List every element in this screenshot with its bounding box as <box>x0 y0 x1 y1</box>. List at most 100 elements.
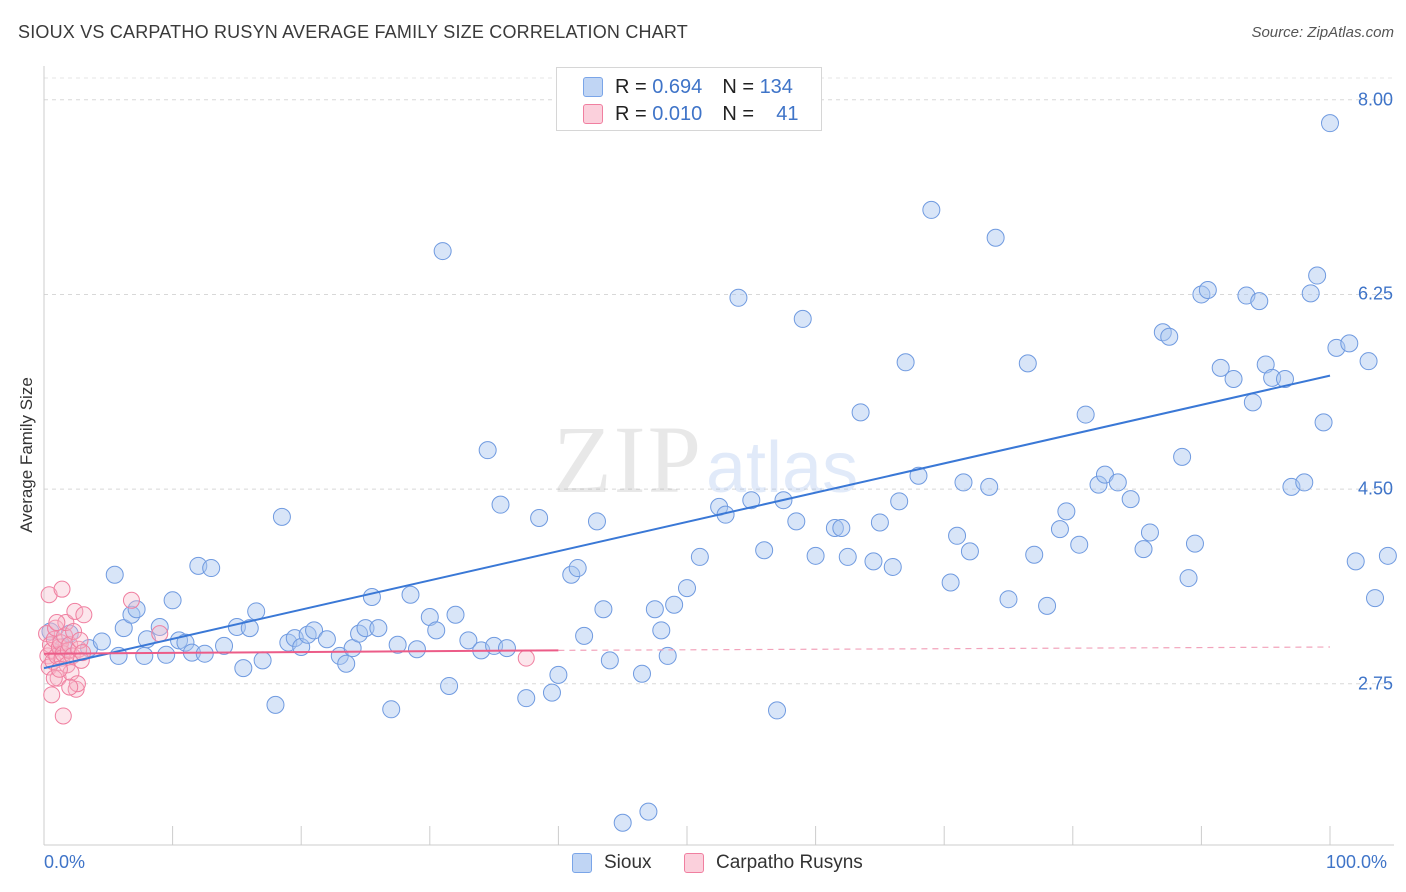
sioux-point <box>600 651 619 670</box>
carpatho-rusyn-point <box>45 669 63 687</box>
carpatho-rusyn-point <box>48 614 66 632</box>
sioux-point <box>1366 589 1385 608</box>
sioux-point <box>787 512 806 531</box>
watermark: ZIP atlas <box>553 406 858 513</box>
sioux-point <box>1340 334 1359 353</box>
sioux-point <box>1243 393 1262 412</box>
sioux-point <box>356 619 375 638</box>
carpatho-rusyn-trend-extension <box>558 646 1331 651</box>
watermark-zip: ZIP <box>553 406 703 513</box>
y-tick-label: 2.75 <box>1357 673 1393 694</box>
sioux-point <box>114 619 133 638</box>
sioux-point <box>247 602 266 621</box>
sioux-point <box>1050 520 1069 539</box>
trend-lines <box>43 374 1331 670</box>
sioux-point <box>407 640 426 659</box>
sioux-point <box>127 600 146 619</box>
sioux-point <box>1198 280 1217 299</box>
sioux-point <box>105 565 124 584</box>
sioux-point <box>1211 358 1230 377</box>
sioux-point <box>1160 327 1179 346</box>
sioux-point <box>1179 569 1198 588</box>
carpatho-rusyn-point <box>67 680 85 698</box>
sioux-points <box>41 114 1397 832</box>
sioux-point <box>497 639 516 658</box>
sioux-point <box>954 473 973 492</box>
carpatho-rusyn-trend-line <box>43 649 559 655</box>
sioux-point <box>652 621 671 640</box>
watermark-atlas: atlas <box>706 428 858 508</box>
bottom-legend-sioux: Sioux <box>572 852 652 874</box>
sioux-point <box>549 665 568 684</box>
legend-n-value-rusyn: 41 <box>776 102 799 125</box>
bottom-legend-swatch-rusyn <box>684 853 704 873</box>
sioux-point <box>1134 540 1153 559</box>
sioux-point <box>1378 546 1397 565</box>
sioux-point <box>1089 475 1108 494</box>
sioux-point <box>92 632 111 651</box>
carpatho-rusyn-point <box>54 707 72 725</box>
sioux-point <box>768 701 787 720</box>
carpatho-rusyn-point <box>43 686 61 704</box>
y-tick-label: 4.50 <box>1357 478 1393 499</box>
sioux-point <box>369 619 388 638</box>
legend-row-rusyn: R = 0.010 N = 41 <box>583 102 798 126</box>
sioux-point <box>909 466 928 485</box>
x-tick-max: 100.0% <box>1326 852 1388 872</box>
sioux-point <box>1346 552 1365 571</box>
carpatho-rusyn-point <box>61 678 79 696</box>
sioux-point <box>1263 368 1282 387</box>
sioux-point <box>658 646 677 665</box>
gridlines <box>44 77 1394 685</box>
sioux-point <box>1121 490 1140 509</box>
sioux-point <box>806 546 825 565</box>
sioux-point <box>433 242 452 261</box>
sioux-point <box>202 559 221 578</box>
sioux-point <box>1295 473 1314 492</box>
sioux-point <box>941 573 960 592</box>
sioux-point <box>883 557 902 576</box>
carpatho-rusyn-point <box>517 649 535 667</box>
sioux-point <box>1185 534 1204 553</box>
carpatho-rusyn-point <box>75 606 93 624</box>
sioux-point <box>1140 523 1159 542</box>
carpatho-rusyn-point <box>122 591 140 609</box>
sioux-point <box>999 590 1018 609</box>
sioux-point <box>832 519 851 538</box>
carpatho-rusyn-point <box>65 622 83 640</box>
carpatho-rusyn-point <box>151 625 169 643</box>
sioux-point <box>266 695 285 714</box>
sioux-point <box>530 509 549 528</box>
sioux-point <box>240 619 259 638</box>
sioux-point <box>980 477 999 496</box>
sioux-point <box>613 813 632 832</box>
sioux-point <box>1301 284 1320 303</box>
sioux-point <box>645 600 664 619</box>
sioux-point <box>388 635 407 654</box>
sioux-point <box>305 621 324 640</box>
sioux-point <box>163 591 182 610</box>
sioux-point <box>427 621 446 640</box>
sioux-point <box>825 519 844 538</box>
sioux-point <box>1308 266 1327 285</box>
sioux-point <box>742 491 761 510</box>
sioux-point <box>517 689 536 708</box>
sioux-point <box>362 587 381 606</box>
sioux-point <box>575 626 594 645</box>
sioux-point <box>1250 292 1269 311</box>
sioux-point <box>851 403 870 422</box>
sioux-point <box>922 200 941 219</box>
sioux-point <box>234 659 253 678</box>
sioux-point <box>382 700 401 719</box>
legend-r-label: R = <box>615 102 647 125</box>
sioux-point <box>1314 413 1333 432</box>
legend-n-value-sioux: 134 <box>759 75 793 98</box>
sioux-point <box>562 565 581 584</box>
sioux-point <box>1018 354 1037 373</box>
sioux-point <box>459 631 478 650</box>
sioux-point <box>890 492 909 511</box>
sioux-point <box>1025 545 1044 564</box>
sioux-point <box>632 664 651 683</box>
sioux-point <box>491 495 510 514</box>
